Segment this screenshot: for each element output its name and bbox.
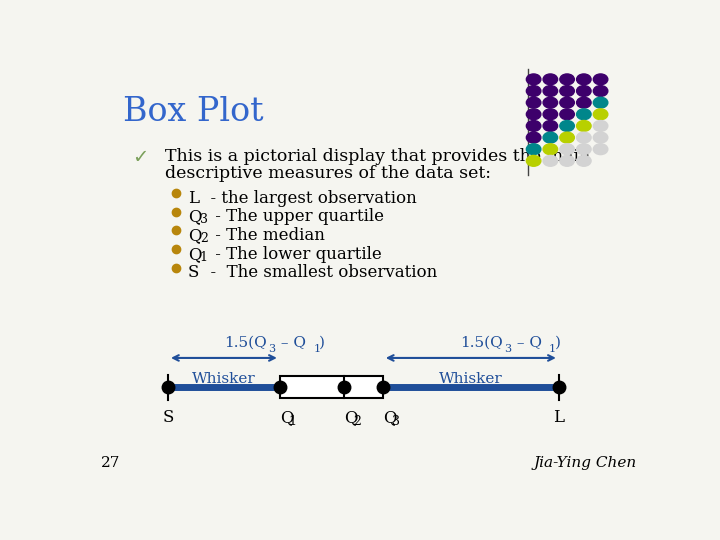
Circle shape xyxy=(593,85,608,97)
Text: Whisker: Whisker xyxy=(439,372,503,386)
Text: 1: 1 xyxy=(313,344,320,354)
Text: 27: 27 xyxy=(101,456,120,470)
Circle shape xyxy=(526,144,541,154)
Circle shape xyxy=(560,132,575,143)
Text: Jia-Ying Chen: Jia-Ying Chen xyxy=(534,456,637,470)
Circle shape xyxy=(577,132,591,143)
Circle shape xyxy=(560,85,575,97)
Text: 1: 1 xyxy=(289,415,297,428)
Bar xyxy=(280,376,383,399)
Circle shape xyxy=(526,74,541,85)
Circle shape xyxy=(526,156,541,166)
Text: ✓: ✓ xyxy=(132,148,148,167)
Text: Q: Q xyxy=(280,409,293,426)
Text: ): ) xyxy=(319,336,325,349)
Circle shape xyxy=(526,85,541,97)
Circle shape xyxy=(543,120,557,131)
Text: – Q: – Q xyxy=(276,336,306,349)
Circle shape xyxy=(577,74,591,85)
Text: 3: 3 xyxy=(504,344,511,354)
Text: L: L xyxy=(553,409,564,426)
Text: 1.5(Q: 1.5(Q xyxy=(224,336,266,349)
Text: 2: 2 xyxy=(200,232,208,245)
Circle shape xyxy=(526,120,541,131)
Text: 3: 3 xyxy=(200,213,208,226)
Text: L: L xyxy=(188,190,199,206)
Text: 3: 3 xyxy=(269,344,276,354)
Circle shape xyxy=(560,109,575,120)
Circle shape xyxy=(560,120,575,131)
Circle shape xyxy=(560,144,575,154)
Text: - The median: - The median xyxy=(210,227,325,244)
Circle shape xyxy=(526,132,541,143)
Circle shape xyxy=(593,120,608,131)
Text: -  The smallest observation: - The smallest observation xyxy=(200,265,437,281)
Text: - The lower quartile: - The lower quartile xyxy=(210,246,382,262)
Text: - the largest observation: - the largest observation xyxy=(200,190,417,206)
Circle shape xyxy=(593,144,608,154)
Circle shape xyxy=(577,156,591,166)
Text: Q: Q xyxy=(344,409,357,426)
Text: 1.5(Q: 1.5(Q xyxy=(459,336,503,349)
Text: 1: 1 xyxy=(549,344,556,354)
Text: S: S xyxy=(188,265,199,281)
Text: Box Plot: Box Plot xyxy=(124,96,264,128)
Circle shape xyxy=(543,109,557,120)
Circle shape xyxy=(593,109,608,120)
Circle shape xyxy=(577,85,591,97)
Text: This is a pictorial display that provides the main: This is a pictorial display that provide… xyxy=(166,148,590,165)
Circle shape xyxy=(526,109,541,120)
Text: 3: 3 xyxy=(392,415,400,428)
Text: – Q: – Q xyxy=(512,336,541,349)
Circle shape xyxy=(593,97,608,108)
Circle shape xyxy=(560,97,575,108)
Text: Whisker: Whisker xyxy=(192,372,256,386)
Circle shape xyxy=(560,74,575,85)
Text: 1: 1 xyxy=(200,251,208,264)
Text: Q: Q xyxy=(188,208,201,225)
Circle shape xyxy=(543,144,557,154)
Circle shape xyxy=(543,74,557,85)
Circle shape xyxy=(577,109,591,120)
Text: Q: Q xyxy=(188,246,201,262)
Circle shape xyxy=(593,132,608,143)
Text: Q: Q xyxy=(383,409,397,426)
Circle shape xyxy=(543,85,557,97)
Circle shape xyxy=(577,97,591,108)
Text: - The upper quartile: - The upper quartile xyxy=(210,208,384,225)
Text: ): ) xyxy=(554,336,561,349)
Circle shape xyxy=(560,156,575,166)
Text: 2: 2 xyxy=(353,415,361,428)
Circle shape xyxy=(543,156,557,166)
Circle shape xyxy=(577,144,591,154)
Circle shape xyxy=(593,74,608,85)
Circle shape xyxy=(526,97,541,108)
Circle shape xyxy=(543,132,557,143)
Text: Q: Q xyxy=(188,227,201,244)
Circle shape xyxy=(577,120,591,131)
Text: S: S xyxy=(163,409,174,426)
Text: descriptive measures of the data set:: descriptive measures of the data set: xyxy=(166,165,491,183)
Circle shape xyxy=(543,97,557,108)
